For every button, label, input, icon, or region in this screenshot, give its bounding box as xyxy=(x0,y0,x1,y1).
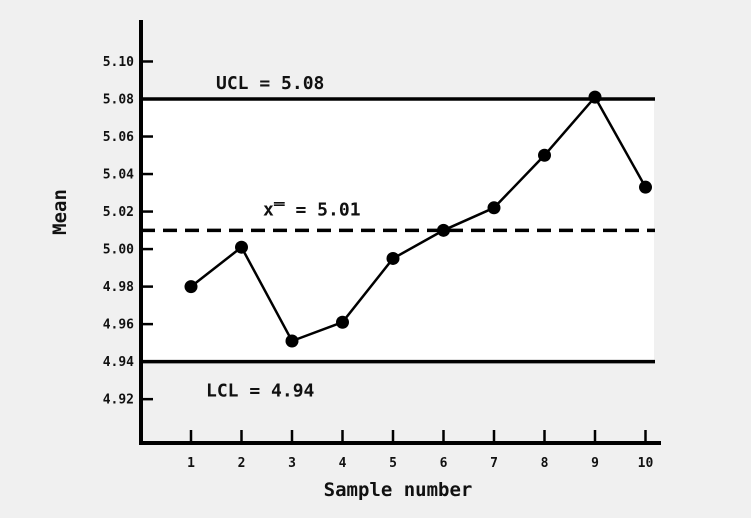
x-tick-label: 2 xyxy=(238,456,246,471)
data-point xyxy=(639,180,652,194)
ucl-label: UCL = 5.08 xyxy=(216,73,324,94)
x-tick-label: 3 xyxy=(288,456,296,471)
data-point xyxy=(285,334,299,348)
y-tick-label: 5.06 xyxy=(103,130,134,145)
x-tick-label: 1 xyxy=(187,456,195,471)
y-tick-label: 5.04 xyxy=(103,168,134,183)
y-tick-label: 4.92 xyxy=(103,393,134,408)
y-tick-label: 5.02 xyxy=(103,205,134,220)
y-axis-title: Mean xyxy=(49,189,71,235)
x-tick-label: 6 xyxy=(440,456,448,471)
x-axis-title: Sample number xyxy=(324,479,473,501)
x-tick-label: 4 xyxy=(339,456,347,471)
data-point xyxy=(235,240,248,254)
y-tick-label: 5.08 xyxy=(103,93,134,108)
y-tick-label: 5.00 xyxy=(103,243,134,258)
x-tick-label: 5 xyxy=(389,456,397,471)
y-tick-label: 4.94 xyxy=(103,355,134,370)
data-point xyxy=(184,280,198,294)
y-tick-label: 5.10 xyxy=(103,55,134,70)
data-point xyxy=(386,251,400,265)
series-line xyxy=(190,94,647,343)
y-tick-label: 4.96 xyxy=(103,318,134,333)
data-point xyxy=(336,315,349,329)
data-point xyxy=(487,201,501,215)
x-tick-label: 9 xyxy=(591,456,599,471)
y-tick-label: 4.98 xyxy=(103,280,134,295)
center-label: x̿ = 5.01 xyxy=(263,199,361,220)
x-tick-label: 7 xyxy=(490,456,498,471)
data-point xyxy=(437,223,450,237)
x-tick-label: 10 xyxy=(638,456,654,471)
x-tick-label: 8 xyxy=(541,456,549,471)
lcl-label: LCL = 4.94 xyxy=(206,381,315,402)
data-point xyxy=(588,90,602,104)
data-point xyxy=(538,148,551,162)
